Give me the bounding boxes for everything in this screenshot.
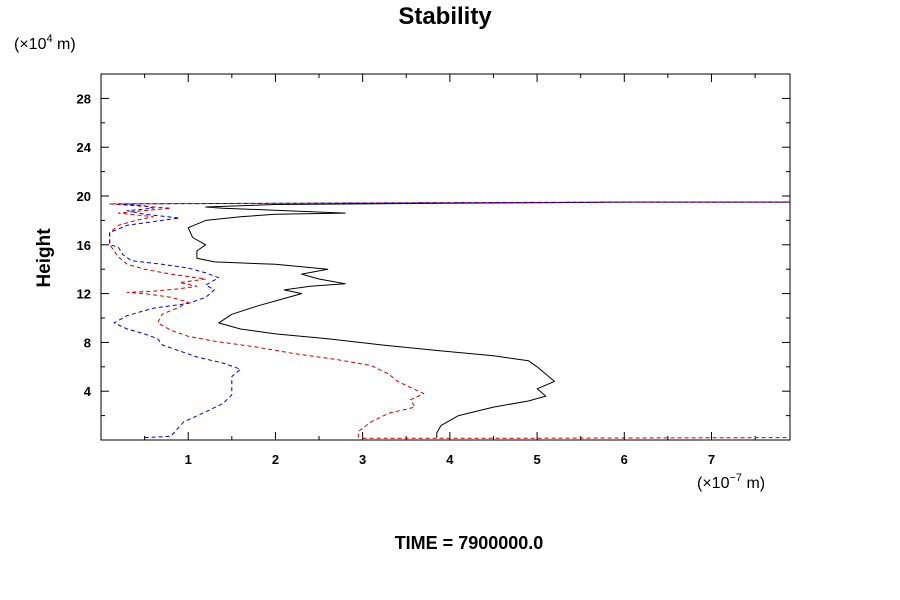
x-tick-label: 7 <box>708 452 715 467</box>
y-tick-label: 12 <box>77 287 91 302</box>
y-axis-label: Height <box>34 228 55 288</box>
plot-frame <box>100 73 791 441</box>
series-line-1 <box>187 201 790 438</box>
chart-title: Stability <box>398 3 492 30</box>
x-tick-label: 4 <box>446 452 454 467</box>
x-tick-label: 5 <box>533 452 540 467</box>
y-tick-label: 16 <box>77 238 91 253</box>
x-tick-label: 2 <box>272 452 279 467</box>
y-tick-label: 4 <box>84 384 92 399</box>
x-tick-label: 3 <box>359 452 366 467</box>
x-axis-unit: (×10−7 m) <box>697 472 765 492</box>
x-tick-label: 6 <box>621 452 628 467</box>
series-line-3 <box>109 201 790 439</box>
y-axis-unit: (×104 m) <box>14 33 76 53</box>
y-tick-label: 24 <box>77 140 92 155</box>
time-label: TIME = 7900000.0 <box>395 533 544 553</box>
series-line-4 <box>362 437 791 439</box>
x-tick-label: 1 <box>185 452 192 467</box>
series-group <box>109 201 791 439</box>
series-line-2 <box>109 201 790 438</box>
y-tick-label: 20 <box>77 189 91 204</box>
y-tick-label: 8 <box>84 335 91 350</box>
y-tick-label: 28 <box>77 91 91 106</box>
